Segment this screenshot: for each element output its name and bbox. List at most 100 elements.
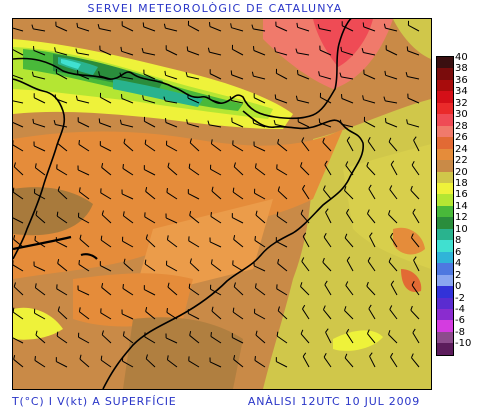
wind-barb [141, 48, 156, 56]
wind-barb [121, 189, 134, 200]
wind-barb [346, 256, 354, 272]
wind-barb [230, 70, 244, 80]
temperature-zone-orange-center [133, 199, 273, 299]
wind-barb [231, 117, 244, 128]
wind-barb [407, 20, 420, 32]
wind-barb [388, 210, 398, 224]
legend-label: 18 [455, 177, 468, 189]
wind-barb [57, 186, 68, 200]
legend-swatch [437, 171, 453, 183]
wind-barb [13, 74, 24, 80]
wind-barb [346, 136, 354, 152]
legend-swatch [437, 182, 453, 195]
legend-label: 38 [455, 63, 468, 75]
legend-label: 36 [455, 74, 468, 86]
wind-barb [13, 282, 24, 296]
wind-barb [142, 22, 156, 32]
wind-barb [187, 20, 200, 32]
temperature-zone-orange-se [393, 227, 425, 255]
legend-swatch [437, 114, 453, 126]
wind-barb [406, 46, 420, 56]
wind-barb [254, 355, 266, 368]
wind-barb [301, 257, 310, 272]
wind-barb [232, 140, 244, 152]
wind-barb [410, 353, 420, 368]
legend-swatch [437, 251, 453, 264]
wind-barb [210, 211, 222, 224]
wind-barb [75, 48, 90, 56]
wind-barb [99, 261, 112, 272]
wind-barb [277, 258, 288, 272]
wind-barb [255, 210, 266, 224]
wind-barb [277, 306, 288, 320]
wind-barb [78, 187, 90, 200]
wind-barb [165, 333, 178, 344]
legend-swatch [437, 320, 453, 332]
wind-barb [232, 187, 244, 200]
wind-barb [100, 235, 112, 248]
legend-label: 2 [455, 269, 462, 281]
wind-barb [123, 138, 134, 152]
wind-barb [390, 232, 398, 248]
wind-barb [189, 138, 200, 152]
wind-barb [98, 118, 112, 128]
wind-barb [99, 92, 112, 104]
wind-barb [99, 141, 112, 152]
temperature-zone-orange-se-2 [401, 269, 422, 293]
wind-barb [325, 208, 332, 224]
legend-label: 40 [455, 52, 468, 63]
wind-barb [166, 260, 178, 272]
wind-barb [188, 356, 200, 368]
wind-barb [188, 163, 200, 176]
wind-barb [274, 94, 288, 104]
legend-swatch [437, 137, 453, 149]
wind-barb [122, 283, 134, 296]
wind-barb [388, 137, 398, 152]
wind-barb [79, 234, 90, 248]
wind-barb [122, 236, 134, 248]
legend-swatch [437, 194, 453, 206]
border-west [13, 78, 66, 260]
wind-barb [340, 46, 354, 56]
wind-barb [231, 44, 244, 56]
wind-barb [79, 354, 90, 368]
legend-swatch [437, 331, 453, 344]
temperature-zone-yellow-se [333, 330, 383, 351]
temperature-zone-brown-south [123, 317, 243, 389]
temperature-zone-cyan [61, 59, 81, 69]
legend-swatch [437, 263, 453, 275]
wind-barb [100, 308, 112, 320]
wind-barb [144, 259, 156, 272]
wind-barb [319, 45, 332, 56]
wind-barb [322, 137, 332, 152]
wind-barb [120, 46, 134, 56]
wind-barb [253, 93, 266, 104]
wind-barb [254, 163, 266, 176]
wind-barb [254, 308, 266, 320]
wind-barb [230, 23, 244, 32]
wind-barb [31, 71, 46, 80]
wind-barb [76, 22, 90, 32]
wind-barb [209, 357, 222, 368]
wind-barb [13, 354, 24, 368]
wind-barb [388, 330, 398, 344]
wind-barb [163, 96, 178, 104]
wind-barb [318, 71, 332, 80]
wind-barb [301, 137, 310, 152]
wind-barb [35, 210, 46, 224]
wind-barb [13, 307, 24, 320]
wind-barb [54, 47, 68, 56]
legend-label: 6 [455, 246, 462, 258]
wind-barb [295, 48, 310, 56]
wind-barb [78, 259, 90, 272]
wind-barb [13, 140, 24, 152]
wind-barb [13, 162, 24, 176]
color-legend [436, 56, 454, 356]
legend-labels: 40 38 36 34 32 30 28 26 24 22 20 18 16 14 12 10 8 6 4 2 0 -2-… [455, 52, 483, 350]
wind-barb [122, 211, 134, 224]
wind-barb [275, 68, 288, 80]
wind-barb [33, 46, 46, 56]
wind-barb [100, 355, 112, 368]
wind-barb [188, 283, 200, 296]
legend-label: 20 [455, 166, 468, 178]
